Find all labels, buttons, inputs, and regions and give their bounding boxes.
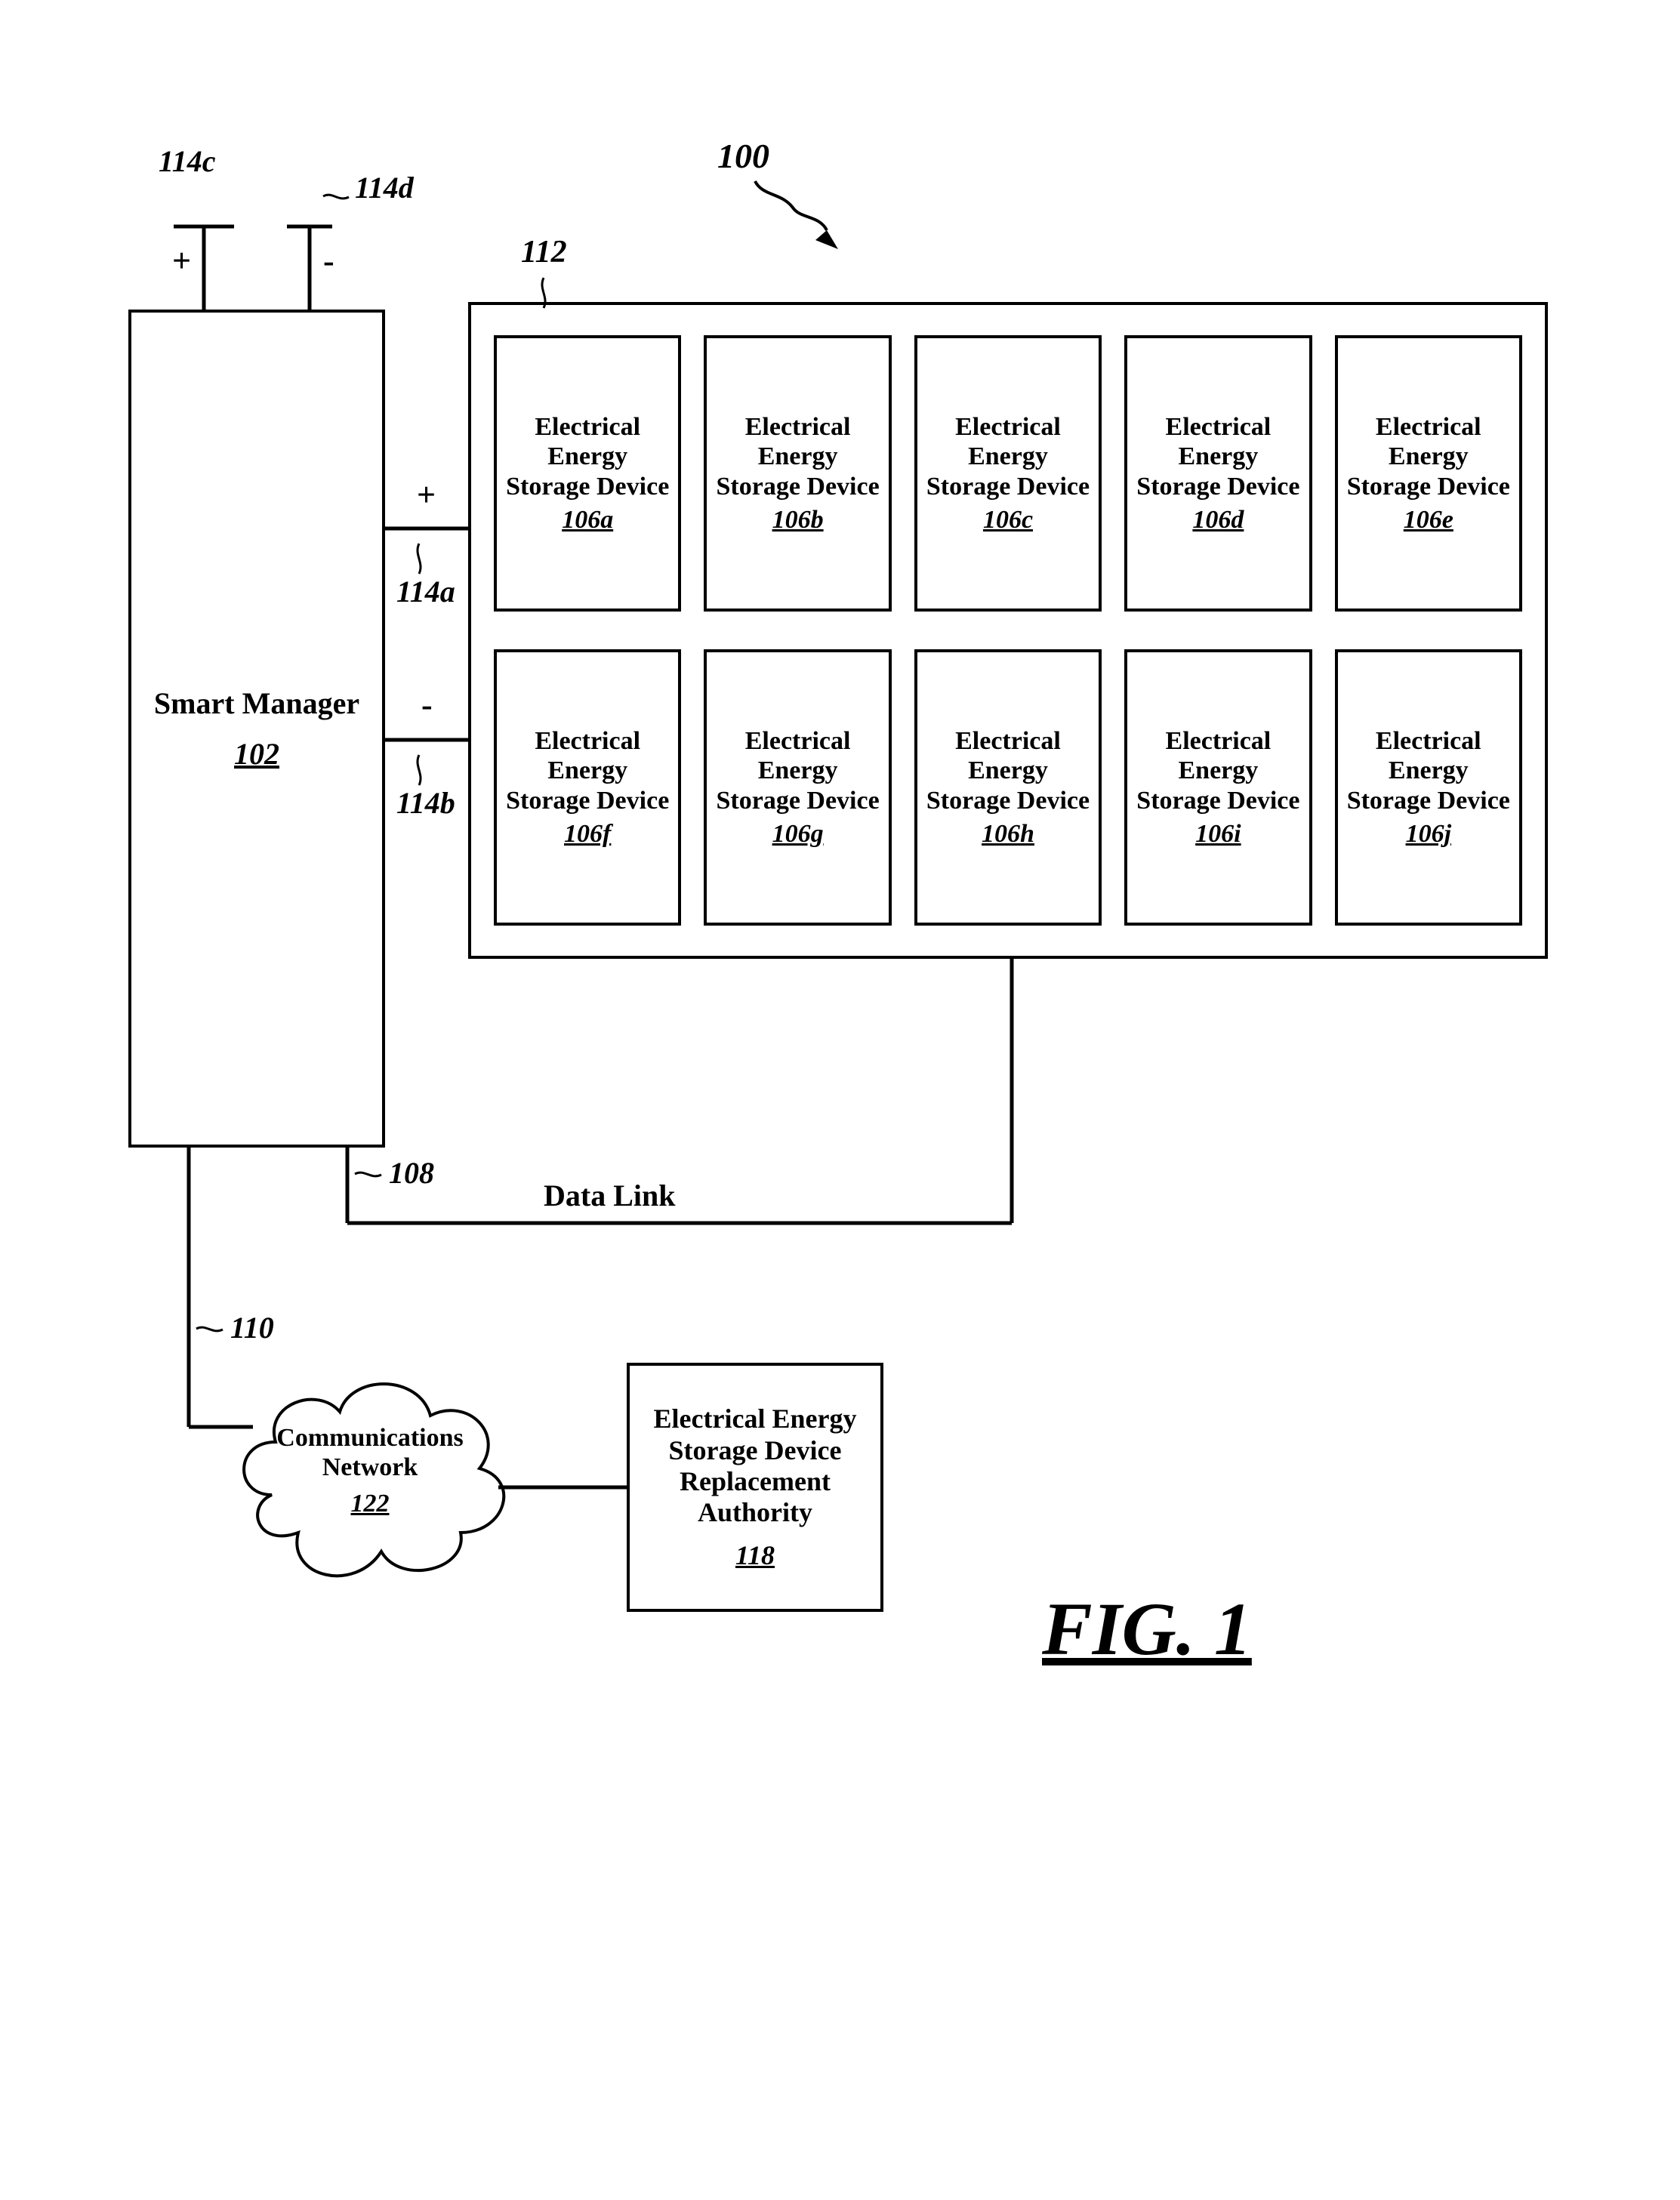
data-link-ref: 108 <box>389 1155 434 1191</box>
term-ext-neg-sign: - <box>323 242 334 280</box>
authority-ref: 118 <box>735 1539 775 1571</box>
device-ref: 106h <box>982 820 1034 849</box>
network-ref: 122 <box>227 1490 513 1518</box>
device-106b: Electrical Energy Storage Device 106b <box>704 335 891 612</box>
device-title: Electrical Energy Storage Device <box>1347 726 1510 815</box>
device-title: Electrical Energy Storage Device <box>506 726 669 815</box>
device-106f: Electrical Energy Storage Device 106f <box>494 649 681 926</box>
term-int-neg-sign: - <box>421 686 433 724</box>
device-ref: 106j <box>1406 820 1451 849</box>
network-title: Communications Network <box>227 1423 513 1482</box>
device-106j: Electrical Energy Storage Device 106j <box>1335 649 1522 926</box>
device-106h: Electrical Energy Storage Device 106h <box>914 649 1102 926</box>
device-106a: Electrical Energy Storage Device 106a <box>494 335 681 612</box>
device-106c: Electrical Energy Storage Device 106c <box>914 335 1102 612</box>
device-title: Electrical Energy Storage Device <box>717 412 880 501</box>
term-int-pos-sign: + <box>417 476 436 514</box>
network-cloud: Communications Network 122 <box>227 1344 513 1601</box>
device-106i: Electrical Energy Storage Device 106i <box>1124 649 1312 926</box>
term-int-neg-ref: 114b <box>396 785 455 821</box>
device-ref: 106g <box>772 820 824 849</box>
term-ext-pos-ref: 114c <box>159 143 216 179</box>
smart-manager-box: Smart Manager 102 <box>128 310 385 1148</box>
authority-title: Electrical Energy Storage Device Replace… <box>654 1404 857 1529</box>
device-title: Electrical Energy Storage Device <box>1136 726 1299 815</box>
device-title: Electrical Energy Storage Device <box>1347 412 1510 501</box>
device-ref: 106e <box>1404 506 1453 535</box>
figure-title: FIG. 1 <box>1042 1585 1252 1672</box>
device-ref: 106a <box>562 506 613 535</box>
device-ref: 106f <box>564 820 611 849</box>
smart-manager-title: Smart Manager <box>154 686 359 721</box>
device-106e: Electrical Energy Storage Device 106e <box>1335 335 1522 612</box>
system-ref-100: 100 <box>717 136 769 176</box>
device-ref: 106c <box>983 506 1033 535</box>
term-ext-pos-sign: + <box>172 242 191 280</box>
authority-box: Electrical Energy Storage Device Replace… <box>627 1363 883 1612</box>
line-110-ref: 110 <box>230 1310 274 1345</box>
device-title: Electrical Energy Storage Device <box>1136 412 1299 501</box>
device-title: Electrical Energy Storage Device <box>926 726 1090 815</box>
device-ref: 106i <box>1195 820 1241 849</box>
device-106g: Electrical Energy Storage Device 106g <box>704 649 891 926</box>
device-106d: Electrical Energy Storage Device 106d <box>1124 335 1312 612</box>
device-ref: 106b <box>772 506 824 535</box>
device-title: Electrical Energy Storage Device <box>717 726 880 815</box>
device-title: Electrical Energy Storage Device <box>506 412 669 501</box>
device-title: Electrical Energy Storage Device <box>926 412 1090 501</box>
term-int-pos-ref: 114a <box>396 574 455 609</box>
data-link-label: Data Link <box>544 1178 676 1213</box>
term-ext-neg-ref: 114d <box>355 170 414 205</box>
device-ref: 106d <box>1192 506 1244 535</box>
device-container: Electrical Energy Storage Device 106a El… <box>468 302 1548 959</box>
smart-manager-ref: 102 <box>234 736 279 772</box>
container-ref-112: 112 <box>521 234 567 270</box>
